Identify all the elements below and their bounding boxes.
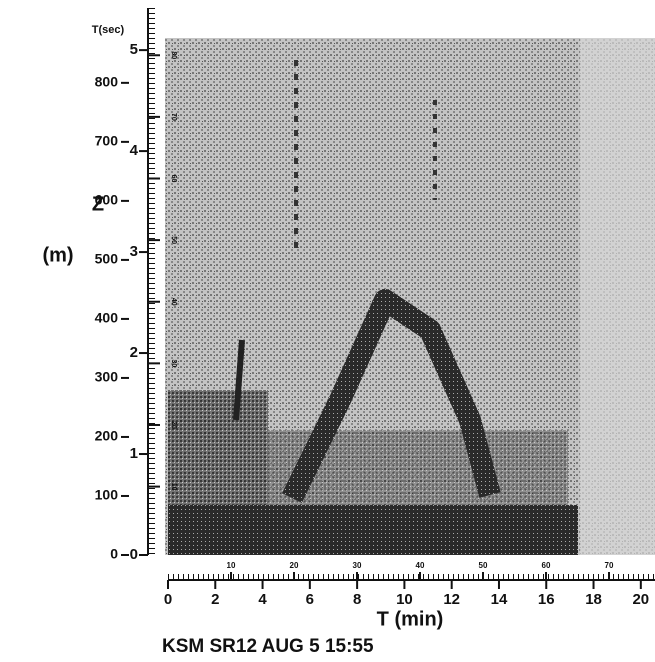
x2-tick-label: 30 [353,561,362,570]
y-tick-label: 0 [110,546,118,562]
y3-tick-label: 50 [170,236,177,244]
echogram [165,38,655,555]
y3-tick-label: 40 [170,298,177,306]
y-axis-label: Z [92,193,104,215]
y-tick-label: 200 [95,428,119,444]
y-tick-label: 600 [95,192,119,208]
x-tick-label: 6 [306,591,314,608]
y2-tick-label: 4 [130,142,139,159]
y2-tick-label: 0 [130,546,138,563]
x-tick-label: 14 [491,591,508,608]
x2-tick-label: 20 [290,561,299,570]
x-tick-label: 4 [258,591,267,608]
x-tick-label: 2 [211,591,219,608]
y3-tick-label: 20 [170,421,177,429]
y3-tick-label: 70 [170,113,177,121]
y-tick-label: 800 [95,74,119,90]
y2-axis-label: T(sec) [92,24,125,36]
y3-tick-label: 30 [170,359,177,367]
x-tick-label: 10 [396,591,413,608]
x2-tick-label: 10 [227,561,236,570]
x2-tick-label: 40 [416,561,425,570]
x-tick-label: 0 [164,591,172,608]
y3-tick-label: 60 [170,175,177,183]
y2-tick-label: 2 [130,344,138,361]
x2-tick-label: 50 [479,561,488,570]
caption: KSM SR12 AUG 5 15:55 [162,636,374,657]
x2-tick-label: 70 [605,561,614,570]
x2-tick-label: 60 [542,561,551,570]
y3-tick-label: 10 [170,483,177,491]
x-tick-label: 12 [443,591,460,608]
y-tick-label: 100 [95,487,119,503]
y-tick-label: 400 [95,310,119,326]
y-unit: (m) [42,244,73,266]
x-tick-label: 16 [538,591,555,608]
y3-tick-label: 80 [170,51,177,59]
y2-tick-label: 5 [130,41,138,58]
y2-tick-label: 3 [130,243,138,260]
x-tick-label: 20 [632,591,649,608]
x-axis-label: T (min) [377,608,444,630]
y-tick-label: 500 [95,251,119,267]
y2-tick-label: 1 [130,445,138,462]
x-tick-label: 18 [585,591,602,608]
y-tick-label: 300 [95,369,119,385]
y-tick-label: 700 [95,133,119,149]
x-tick-label: 8 [353,591,361,608]
